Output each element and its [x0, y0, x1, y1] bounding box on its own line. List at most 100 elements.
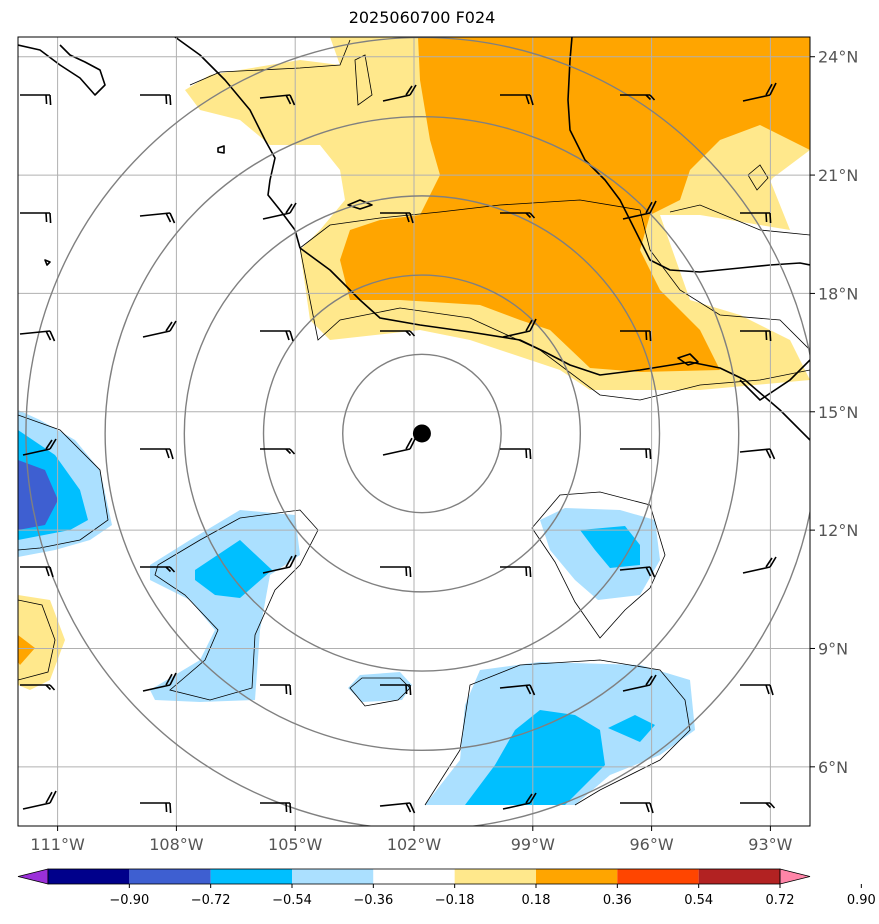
longitude-label: 93°W	[748, 835, 792, 854]
southeast-negative-small-core	[608, 715, 655, 742]
colorbar-segment	[48, 869, 130, 884]
colorbar-segment	[373, 869, 455, 884]
wind-barb	[380, 330, 416, 337]
wind-barb	[742, 556, 777, 574]
wind-barb	[499, 684, 536, 696]
colorbar-segment	[536, 869, 618, 884]
lat-lon-grid	[18, 37, 810, 826]
colorbar-label: 0.72	[766, 893, 795, 908]
longitude-tick-labels: 111°W 108°W 105°W 102°W 99°W 96°W 93°W	[30, 826, 793, 854]
wind-barb	[20, 566, 54, 578]
latitude-label: 15°N	[818, 403, 858, 422]
colorbar-segment	[454, 869, 536, 884]
wind-barb	[260, 448, 296, 455]
colorbar-label: 0.90	[847, 893, 876, 908]
latitude-label: 12°N	[818, 521, 858, 540]
contour-line	[299, 199, 810, 351]
wind-barb	[740, 330, 772, 342]
guatemala-coast	[739, 359, 810, 401]
wind-barb	[500, 212, 536, 219]
storm-center-marker	[412, 424, 431, 443]
longitude-label: 99°W	[511, 835, 555, 854]
wind-barb	[619, 566, 656, 578]
wind-barb	[260, 330, 294, 342]
colorbar-segment	[292, 869, 374, 884]
colorbar-segment	[129, 869, 211, 884]
northeast-positive-patch	[740, 160, 775, 195]
colorbar-segment	[617, 869, 699, 884]
wind-barb	[380, 684, 412, 696]
island-outline	[677, 353, 699, 366]
wind-barb	[260, 684, 292, 696]
colorbar-min-extension	[17, 868, 49, 885]
wind-barb	[620, 94, 656, 101]
wind-barb	[19, 330, 56, 342]
colorbar-label: −0.36	[353, 893, 393, 908]
wind-barb	[739, 448, 776, 460]
longitude-label: 108°W	[149, 835, 204, 854]
wind-barb	[22, 790, 57, 810]
colorbar-label: 0.54	[684, 893, 713, 908]
wind-barb	[502, 318, 537, 338]
central-west-negative-area	[150, 510, 300, 702]
wind-barb	[740, 212, 772, 224]
wind-barb	[620, 448, 652, 460]
latitude-label: 24°N	[818, 48, 858, 67]
wind-barb	[742, 82, 777, 102]
colorbar-label: −0.90	[109, 893, 149, 908]
wind-barb	[142, 320, 177, 338]
wind-barb	[622, 674, 657, 692]
wind-barb	[20, 684, 56, 691]
wind-barb	[262, 554, 297, 574]
wind-barb	[20, 94, 52, 106]
contour-line	[18, 414, 109, 551]
colorbar-frame	[47, 868, 781, 885]
colorbar: −0.90 −0.72 −0.54 −0.36 −0.18 0.18 0.36 0.54 0.7…	[17, 868, 876, 908]
latitude-label: 9°N	[818, 639, 848, 658]
southwest-positive-patch	[18, 595, 65, 690]
wind-barb	[260, 802, 292, 814]
wind-barb	[382, 84, 417, 102]
wind-barb	[500, 566, 532, 578]
wind-barb	[502, 792, 537, 810]
contour-line	[747, 164, 769, 191]
wind-barb	[140, 448, 174, 460]
contour-line	[18, 599, 56, 681]
map-panel	[18, 37, 810, 826]
wind-barb	[140, 566, 176, 573]
contour-line	[154, 509, 319, 701]
wind-barb	[140, 94, 172, 106]
colorbar-segment	[210, 869, 292, 884]
island-outline	[347, 199, 373, 210]
contour-line	[531, 491, 666, 639]
wind-barb	[500, 448, 532, 460]
latitude-tick-labels: 24°N 21°N 18°N 15°N 12°N 9°N 6°N	[810, 48, 858, 777]
wind-barbs	[19, 82, 777, 814]
longitude-label: 105°W	[268, 835, 323, 854]
island-outline	[44, 259, 51, 266]
colorbar-segment	[698, 869, 780, 884]
wind-barb	[22, 438, 57, 456]
contour-line	[299, 247, 810, 401]
latitude-label: 21°N	[818, 166, 858, 185]
wind-barb	[620, 330, 652, 342]
wind-barb	[380, 212, 414, 224]
colorbar-label: 0.36	[603, 893, 632, 908]
baja-california-coast	[18, 44, 106, 96]
coastlines	[18, 37, 810, 441]
southeast-negative-core	[465, 710, 605, 805]
range-ring	[342, 353, 502, 514]
strong-positive-anomaly-area	[340, 37, 810, 372]
wind-barb	[622, 200, 657, 220]
wind-barb	[500, 94, 534, 106]
island-outline	[217, 145, 225, 154]
central-west-negative-core	[195, 540, 272, 598]
range-ring	[104, 115, 740, 751]
contour-line	[669, 204, 810, 236]
gulf-coast	[567, 37, 810, 273]
longitude-label: 102°W	[387, 835, 442, 854]
colorbar-label: −0.72	[191, 893, 231, 908]
range-rings	[25, 37, 810, 826]
range-ring	[183, 195, 661, 672]
